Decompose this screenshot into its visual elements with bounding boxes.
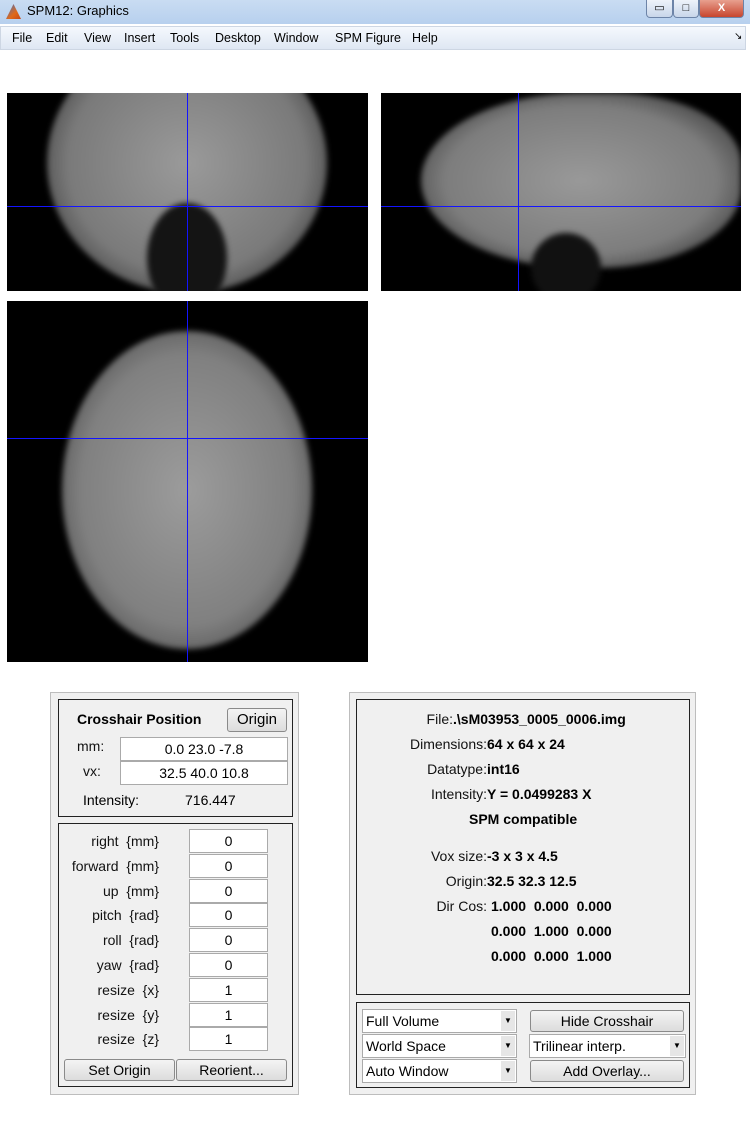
minimize-button[interactable]: ▭ [646,0,673,18]
dimensions-value: 64 x 64 x 24 [487,736,565,752]
transform-label: roll {rad} [102,932,159,949]
transform-box: right {mm} 0 forward {mm} 0 up {mm} 0 pitch {r… [58,823,293,1087]
origin-label: Origin: [445,873,487,889]
transform-label: right {mm} [91,833,159,849]
transform-label: up {mm} [102,882,159,899]
chevron-down-icon: ▼ [501,1036,515,1056]
transform-field[interactable]: 1 [189,1002,268,1027]
transform-field[interactable]: 0 [189,953,268,977]
menu-edit[interactable]: Edit [46,31,68,45]
intensity-label: Intensity: [83,792,140,808]
datatype-label: Datatype: [427,761,487,777]
dircos-row: 0.000 0.000 1.000 [491,948,612,964]
voxsize-value: -3 x 3 x 4.5 [487,848,558,864]
add-overlay-button[interactable]: Add Overlay... [530,1060,684,1082]
transform-label: pitch {rad} [92,907,159,924]
transform-field[interactable]: 0 [189,928,268,953]
crosshair-horizontal [7,438,368,439]
transform-label: resize {z} [97,1031,159,1048]
space-select-value: World Space [366,1038,446,1054]
matlab-icon [6,4,21,19]
coronal-view[interactable] [7,93,368,291]
menu-tools[interactable]: Tools [170,31,200,45]
interp-select[interactable]: Trilinear interp. ▼ [529,1034,686,1058]
chevron-down-icon: ▼ [670,1036,684,1056]
transform-field[interactable]: 0 [189,903,268,928]
volume-select[interactable]: Full Volume ▼ [362,1009,517,1033]
transform-field[interactable]: 0 [189,829,268,853]
crosshair-horizontal [7,206,368,207]
transform-label: yaw {rad} [96,957,159,973]
dircos-label: Dir Cos: [436,898,487,914]
vx-label: vx: [83,763,101,779]
dimensions-label: Dimensions: [409,736,487,752]
transform-label: resize {y} [97,1006,159,1023]
menu-insert[interactable]: Insert [124,31,156,45]
display-controls-box: Full Volume ▼ World Space ▼ Auto Window ▼ H… [356,1002,690,1088]
transform-field[interactable]: 0 [189,878,268,903]
crosshair-vertical [187,301,188,662]
origin-button[interactable]: Origin [227,708,287,732]
hide-crosshair-button[interactable]: Hide Crosshair [530,1010,684,1032]
menu-spm-figure[interactable]: SPM Figure [335,31,401,45]
dircos-row: 1.000 0.000 0.000 [491,898,612,914]
menu-window[interactable]: Window [274,31,319,45]
transform-field[interactable]: 0 [189,853,268,878]
set-origin-button[interactable]: Set Origin [64,1059,175,1081]
transform-label: forward {mm} [71,857,159,874]
window-select[interactable]: Auto Window ▼ [362,1059,517,1083]
menu-file[interactable]: File [12,31,33,45]
header-info-box: File: .\sM03953_0005_0006.img Dimensions… [356,699,690,995]
mm-field[interactable]: 0.0 23.0 -7.8 [120,737,288,761]
mm-label: mm: [77,738,105,754]
chevron-down-icon: ▼ [501,1011,515,1031]
file-label: File: [426,711,453,727]
axial-view[interactable] [7,301,368,662]
datatype-value: int16 [487,761,520,777]
crosshair-vertical [187,93,188,291]
dock-icon[interactable]: ↘ [734,31,743,42]
spm-compatible: SPM compatible [469,811,578,827]
transform-field[interactable]: 1 [189,977,268,1002]
space-select[interactable]: World Space ▼ [362,1034,517,1058]
vx-field[interactable]: 32.5 40.0 10.8 [120,761,288,785]
reorient-button[interactable]: Reorient... [176,1059,287,1081]
transform-label: resize {x} [97,981,159,998]
interp-select-value: Trilinear interp. [533,1038,626,1054]
menu-bar: File Edit View Insert Tools Desktop Wind… [0,26,746,50]
window-select-value: Auto Window [366,1063,449,1079]
origin-value: 32.5 32.3 12.5 [487,873,577,889]
voxsize-label: Vox size: [430,848,487,864]
title-bar: SPM12: Graphics ▭ □ X [0,0,750,24]
intensity-value: 716.447 [185,792,236,808]
transform-field[interactable]: 1 [189,1027,268,1052]
maximize-button[interactable]: □ [673,0,699,18]
sagittal-view[interactable] [381,93,741,291]
close-button[interactable]: X [699,0,744,18]
file-value: .\sM03953_0005_0006.img [453,711,626,727]
volume-select-value: Full Volume [366,1013,440,1029]
crosshair-box: Crosshair Position Origin mm: 0.0 23.0 -… [58,699,293,817]
window-title: SPM12: Graphics [27,3,129,18]
menu-help[interactable]: Help [412,31,438,45]
crosshair-horizontal [381,206,741,207]
crosshair-vertical [518,93,519,291]
intensity-scale-value: Y = 0.0499283 X [487,786,592,802]
dircos-row: 0.000 1.000 0.000 [491,923,612,939]
menu-desktop[interactable]: Desktop [215,31,261,45]
intensity-label: Intensity: [430,786,487,802]
crosshair-title: Crosshair Position [77,711,202,727]
chevron-down-icon: ▼ [501,1061,515,1081]
menu-view[interactable]: View [84,31,111,45]
